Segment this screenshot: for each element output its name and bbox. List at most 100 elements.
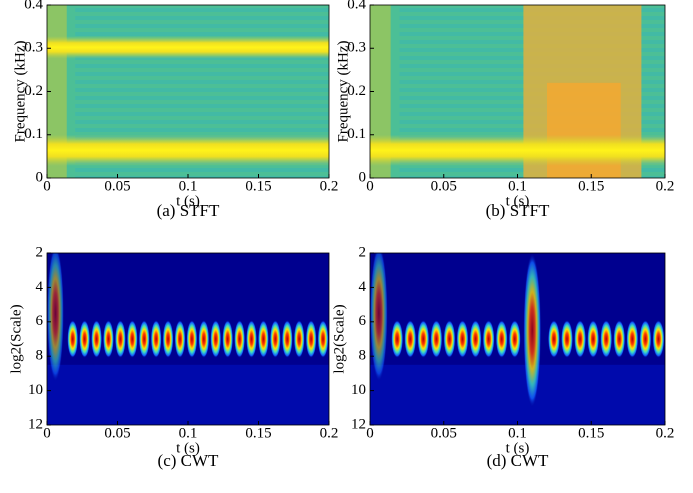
x-tick-label: 0.05 (431, 178, 457, 194)
x-tick-label: 0.1 (179, 178, 198, 194)
x-tick-label: 0.1 (179, 425, 198, 441)
heatmap-blob (561, 320, 573, 358)
panel: 0 0.05 0.1 0.15 0.2 2 4 6 8 10 12 t (s) log2(Scale) (… (331, 244, 675, 470)
x-tick-label: 0.05 (104, 178, 130, 194)
heatmap-blob (138, 320, 150, 358)
panel: 0 0.05 0.1 0.15 0.2 0 0.1 0.2 0.3 0.4 t (s) Frequen… (335, 0, 674, 220)
heatmap-blob (417, 320, 430, 358)
y-tick-label: 0.3 (24, 40, 43, 56)
heatmap-burst (523, 253, 542, 408)
heatmap-blob (574, 320, 586, 358)
heatmap-blob (79, 320, 90, 358)
caption: (b) STFT (486, 201, 550, 220)
heatmap-blob (222, 320, 234, 358)
caption: (d) CWT (487, 451, 549, 470)
heatmap-blob (587, 320, 600, 358)
heatmap (47, 253, 329, 425)
heatmap-blob (443, 320, 456, 358)
heatmap-blob (115, 320, 126, 358)
heatmap-blob (404, 320, 417, 358)
heatmap-band (47, 36, 329, 59)
y-tick-label: 2 (359, 244, 367, 260)
y-tick-label: 0.4 (347, 0, 366, 12)
y-axis-label: log2(Scale) (8, 304, 24, 373)
y-tick-label: 12 (28, 416, 43, 432)
x-axis-label: t (s) (176, 193, 200, 209)
x-tick-label: 0.15 (245, 178, 271, 194)
heatmap-blob (495, 320, 508, 358)
y-tick-label: 8 (359, 348, 367, 364)
heatmap-blob (67, 320, 79, 358)
x-axis-label: t (s) (176, 440, 200, 456)
heatmap-blob (126, 320, 138, 358)
heatmap-blob (91, 320, 102, 358)
heatmap-blob (456, 320, 469, 358)
x-tick-label: 0 (43, 425, 51, 441)
heatmap-band (370, 134, 665, 166)
heatmap-blob (305, 320, 317, 358)
y-tick-label: 0 (36, 169, 44, 185)
heatmap-blob (652, 320, 665, 358)
heatmap-band (47, 134, 329, 166)
x-tick-label: 0 (43, 178, 51, 194)
x-axis-label: t (s) (506, 440, 530, 456)
heatmap-onset (47, 253, 64, 382)
heatmap-blob (430, 320, 443, 358)
heatmap-blob (391, 320, 404, 358)
x-axis-label: t (s) (506, 193, 530, 209)
x-tick-label: 0.15 (578, 178, 604, 194)
y-tick-label: 6 (36, 313, 44, 329)
panel: 0 0.05 0.1 0.15 0.2 2 4 6 8 10 12 t (s) log2(Scale) (… (8, 244, 338, 470)
heatmap-blob (317, 320, 329, 358)
heatmap-blob (186, 320, 198, 358)
y-tick-label: 0.1 (347, 126, 366, 142)
heatmap-low (370, 364, 665, 425)
y-tick-label: 2 (36, 244, 44, 260)
y-tick-label: 4 (359, 279, 367, 295)
y-tick-label: 10 (28, 382, 43, 398)
x-tick-label: 0.2 (320, 178, 339, 194)
y-axis-label: Frequency (kHz) (12, 40, 28, 142)
x-tick-label: 0.2 (656, 425, 675, 441)
heatmap-blob (103, 320, 114, 358)
y-axis-label: log2(Scale) (331, 304, 347, 373)
heatmap-blob (613, 320, 626, 358)
heatmap-blob (246, 320, 257, 358)
heatmap-onset (370, 253, 388, 382)
x-tick-label: 0.15 (245, 425, 271, 441)
heatmap (370, 5, 665, 178)
heatmap-blob (639, 320, 652, 358)
y-tick-label: 4 (36, 279, 44, 295)
y-tick-label: 0.3 (347, 40, 366, 56)
caption: (a) STFT (157, 201, 220, 220)
x-tick-label: 0.15 (578, 425, 604, 441)
y-axis-label: Frequency (kHz) (335, 40, 351, 142)
heatmap-blob (258, 320, 269, 358)
x-tick-label: 0.1 (508, 178, 527, 194)
x-tick-label: 0 (366, 178, 374, 194)
x-tick-label: 0.05 (431, 425, 457, 441)
caption: (c) CWT (158, 451, 220, 470)
heatmap-blob (150, 320, 162, 358)
heatmap-low (47, 364, 329, 425)
heatmap-blob (234, 320, 245, 358)
heatmap-blob (626, 320, 639, 358)
heatmap-blob (210, 320, 222, 358)
y-tick-label: 10 (351, 382, 366, 398)
x-tick-label: 0.1 (508, 425, 527, 441)
heatmap-blob (269, 320, 281, 358)
x-tick-label: 0 (366, 425, 374, 441)
heatmap-blob (548, 320, 560, 358)
heatmap-blob (482, 320, 495, 358)
heatmap-blob (469, 320, 482, 358)
y-tick-label: 0.2 (347, 83, 366, 99)
heatmap-blob (174, 320, 186, 358)
y-tick-label: 0.4 (24, 0, 43, 12)
heatmap-blob (198, 320, 210, 358)
heatmap-blob (162, 320, 174, 358)
y-tick-label: 0 (359, 169, 367, 185)
y-tick-label: 6 (359, 313, 367, 329)
heatmap (47, 5, 329, 178)
x-tick-label: 0.2 (656, 178, 675, 194)
